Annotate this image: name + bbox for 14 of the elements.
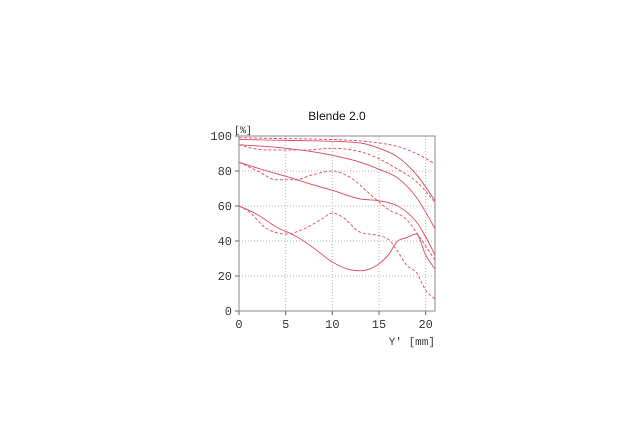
x-axis-title: Y' [mm] [388,337,435,349]
y-tick-label: 60 [218,200,232,214]
y-tick-label: 0 [224,305,232,319]
y-axis-title: [%] [234,125,252,137]
y-tick-label: 80 [218,165,232,179]
x-tick-label: 5 [282,318,290,332]
x-tick-label: 15 [372,318,386,332]
y-tick-label: 100 [210,130,232,144]
x-tick-label: 10 [325,318,340,332]
y-tick-label: 20 [218,270,232,284]
y-tick-label: 40 [218,235,232,249]
x-tick-label: 0 [235,318,243,332]
chart-title: Blende 2.0 [308,109,366,123]
x-tick-label: 20 [418,318,433,332]
